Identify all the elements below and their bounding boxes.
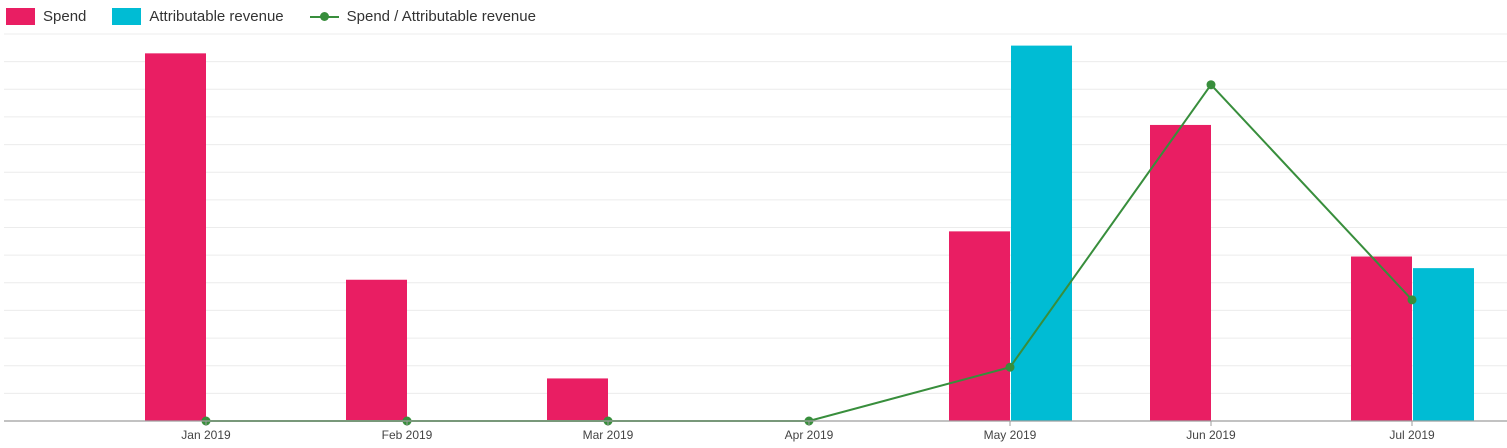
x-tick-label: Apr 2019 [785, 428, 834, 442]
x-tick-label: Jun 2019 [1186, 428, 1236, 442]
legend-item-spend[interactable]: Spend [6, 7, 87, 25]
x-tick-label: May 2019 [984, 428, 1037, 442]
legend-label-ratio: Spend / Attributable revenue [346, 7, 536, 25]
bar-attributable-revenue [1413, 268, 1474, 421]
x-tick-label: Jul 2019 [1389, 428, 1435, 442]
bar-spend [1150, 124, 1211, 421]
bar-attributable-revenue [1011, 45, 1072, 422]
ratio-point [1005, 362, 1015, 372]
bar-spend [346, 279, 407, 421]
ratio-point [1407, 295, 1417, 305]
ratio-point [1206, 80, 1216, 90]
bar-spend [145, 53, 206, 421]
bar-spend [547, 378, 608, 421]
gridlines [4, 33, 1507, 394]
legend-swatch-ratio [309, 8, 339, 25]
x-tick-label: Feb 2019 [382, 428, 433, 442]
legend-item-ratio[interactable]: Spend / Attributable revenue [309, 7, 536, 25]
bar-spend [1351, 256, 1412, 421]
legend: Spend Attributable revenue Spend / Attri… [6, 6, 536, 26]
legend-label-spend: Spend [43, 7, 87, 25]
x-tick-label: Mar 2019 [583, 428, 634, 442]
x-tick-label: Jan 2019 [181, 428, 231, 442]
bar-spend [949, 231, 1010, 421]
legend-item-attributable-revenue[interactable]: Attributable revenue [112, 7, 284, 25]
bars [145, 45, 1474, 422]
x-axis: Jan 2019 Feb 2019 Mar 2019 Apr 2019 May 2019… [4, 420, 1507, 442]
legend-swatch-spend [6, 7, 35, 25]
legend-label-attributable-revenue: Attributable revenue [149, 7, 284, 25]
legend-swatch-attributable-revenue [112, 7, 142, 25]
